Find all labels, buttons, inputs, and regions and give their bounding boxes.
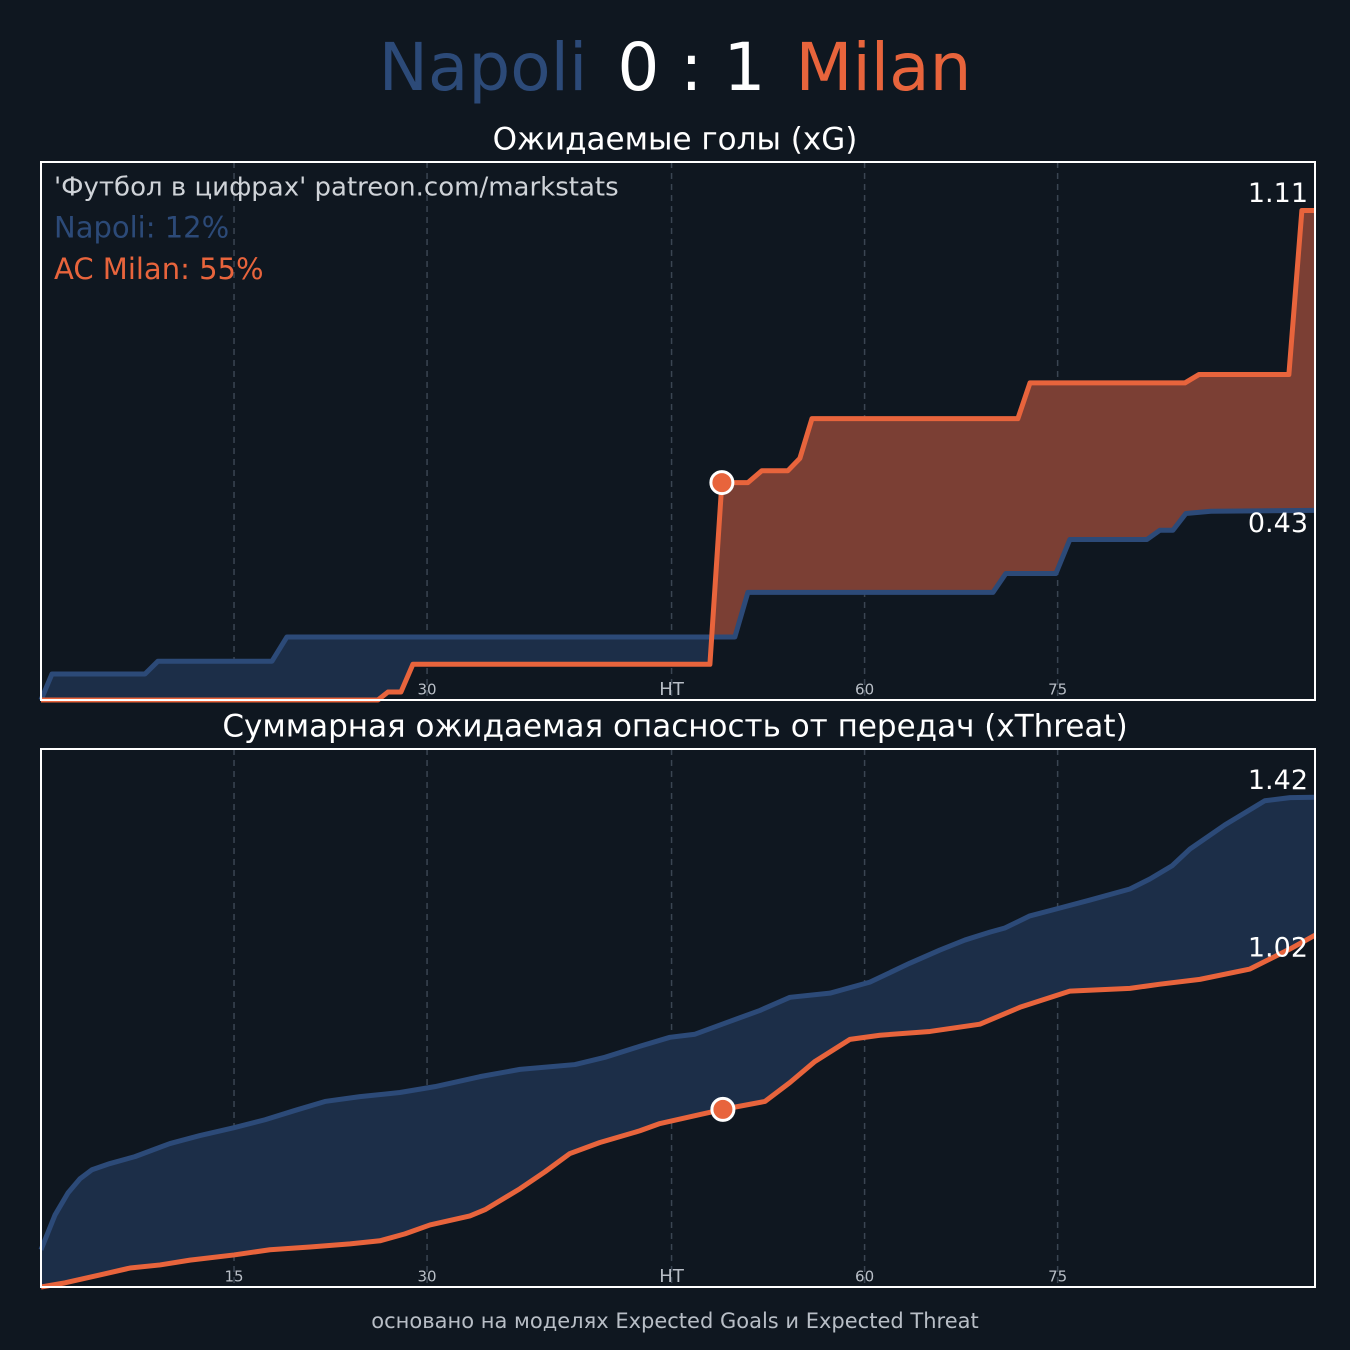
chart-title: Ожидаемые голы (xG)	[493, 122, 858, 158]
series-line	[38, 794, 1316, 1251]
home-team: Napoli	[379, 29, 588, 106]
goal-marker	[710, 1096, 736, 1122]
end-value-label: 1.11	[1248, 178, 1308, 209]
x-tick-label: HT	[659, 679, 685, 700]
x-tick-label: 75	[1048, 1268, 1067, 1286]
chart-title: Суммарная ожидаемая опасность от передач…	[222, 709, 1127, 745]
score: 0 : 1	[617, 29, 765, 106]
x-tick-label: 30	[418, 681, 437, 699]
series-line	[41, 208, 1315, 703]
plot-frame	[40, 161, 1316, 701]
x-tick-label: HT	[659, 1266, 685, 1287]
series-line	[40, 933, 1317, 1290]
annotation: 'Футбол в цифрах' patreon.com/markstats	[54, 173, 619, 203]
goal-marker	[709, 470, 735, 496]
match-header: Napoli 0 : 1 Milan	[379, 29, 972, 106]
x-tick-label: 15	[224, 1268, 243, 1286]
plot-frame	[40, 748, 1316, 1288]
end-value-label: 1.02	[1248, 933, 1308, 964]
series-line	[38, 507, 1316, 701]
fill-band	[41, 210, 1315, 700]
annotation: Napoli: 12%	[54, 211, 229, 245]
x-tick-label: 60	[855, 1268, 874, 1286]
x-tick-label: 30	[418, 1268, 437, 1286]
x-tick-label: 60	[855, 681, 874, 699]
end-value-label: 0.43	[1248, 508, 1308, 539]
x-tick-label: 75	[1048, 681, 1067, 699]
annotation: AC Milan: 55%	[54, 252, 264, 286]
away-team: Milan	[796, 29, 972, 106]
end-value-label: 1.42	[1248, 765, 1308, 796]
footer: основано на моделях Expected Goals и Exp…	[371, 1309, 978, 1333]
